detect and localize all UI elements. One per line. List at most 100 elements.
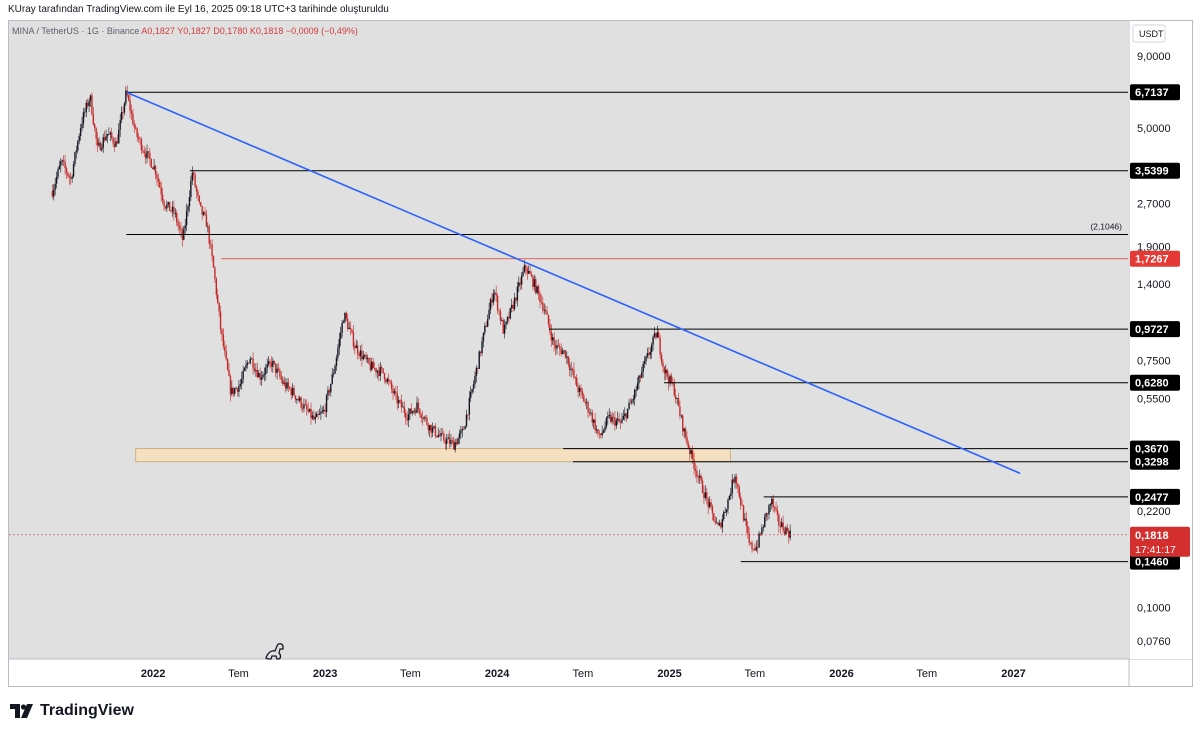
symbol-legend: MINA / TetherUS · 1G · Binance A0,1827 Y…	[12, 26, 358, 36]
candle-body	[403, 406, 406, 414]
candle-body	[567, 356, 569, 365]
symbol-info[interactable]: MINA / TetherUS · 1G · Binance	[12, 26, 140, 36]
candle-body	[177, 222, 179, 226]
candle-body	[72, 163, 75, 177]
support-zone[interactable]	[135, 448, 731, 463]
candle-body	[118, 129, 120, 144]
time-axis-bg[interactable]	[9, 660, 1128, 685]
level-price-label: 0,6280	[1135, 378, 1169, 390]
candle-body	[577, 386, 579, 393]
currency-label[interactable]: USDT	[1139, 29, 1164, 39]
candle-body	[385, 379, 387, 383]
candle-body	[526, 268, 528, 274]
candle-body	[397, 400, 400, 404]
candle-body	[676, 398, 678, 399]
candle-body	[642, 363, 644, 372]
candle-body	[621, 419, 623, 423]
candle-body	[769, 504, 772, 506]
candle-body	[253, 368, 256, 371]
descending-trendline[interactable]	[126, 91, 1021, 475]
candle-body	[489, 299, 492, 310]
candle-body	[598, 433, 601, 435]
candle-body	[580, 387, 582, 392]
plot-area[interactable]	[9, 21, 1128, 659]
candle-body	[331, 374, 333, 384]
candle-body	[706, 492, 708, 499]
candle-body	[481, 341, 483, 354]
candle-body	[568, 364, 571, 371]
candle-body	[304, 404, 307, 406]
candle-body	[176, 213, 178, 223]
candle-body	[535, 279, 537, 294]
candle-body	[156, 174, 158, 179]
candle-body	[703, 493, 705, 498]
candle-body	[396, 392, 398, 404]
candle-body	[494, 292, 496, 294]
candle-body	[520, 275, 523, 285]
candle-body	[498, 310, 500, 312]
candle-body	[696, 470, 698, 477]
candle-body	[530, 274, 533, 277]
candle-body	[721, 519, 724, 528]
candle-body	[652, 336, 654, 345]
candle-body	[256, 369, 259, 378]
y-tick-label: 5,0000	[1137, 123, 1171, 135]
candle-body	[324, 409, 326, 413]
candle-body	[140, 139, 143, 151]
candle-body	[776, 510, 779, 515]
candle-body	[355, 345, 357, 349]
candle-body	[479, 351, 482, 354]
candle-body	[127, 95, 130, 101]
candle-body	[222, 334, 225, 347]
candle-body	[550, 331, 553, 341]
candle-body	[171, 206, 174, 212]
candle-body	[297, 398, 299, 401]
candle-body	[201, 205, 203, 215]
candle-body	[392, 388, 394, 394]
candle-body	[717, 522, 719, 526]
candle-body	[601, 432, 603, 436]
candle-body	[607, 416, 609, 418]
candle-body	[423, 417, 425, 419]
brand-logo[interactable]: TradingView	[10, 702, 134, 720]
candle-body	[583, 395, 585, 402]
candle-body	[587, 402, 589, 413]
candle-body	[204, 212, 206, 215]
candle-body	[626, 408, 629, 419]
candle-body	[197, 191, 199, 196]
candle-body	[147, 151, 150, 153]
candle-body	[75, 150, 78, 152]
candle-body	[255, 369, 257, 371]
candle-body	[318, 413, 321, 415]
candle-body	[462, 429, 465, 430]
candle-body	[597, 429, 599, 434]
y-tick-label: 2,7000	[1137, 198, 1171, 210]
candle-body	[375, 368, 377, 373]
candle-body	[352, 332, 355, 347]
candle-body	[778, 514, 780, 526]
candle-body	[369, 363, 372, 370]
candle-body	[515, 297, 517, 301]
candle-body	[55, 176, 58, 184]
candle-body	[149, 152, 151, 160]
level-price-label: 3,5399	[1135, 166, 1169, 178]
candle-body	[310, 408, 312, 419]
candle-body	[471, 389, 473, 392]
candle-body	[690, 450, 692, 455]
candle-body	[174, 213, 177, 214]
candle-body	[354, 346, 356, 349]
candle-body	[608, 414, 610, 417]
candle-body	[235, 388, 237, 390]
candle-body	[154, 165, 157, 175]
candle-body	[437, 434, 439, 437]
candle-body	[330, 383, 332, 393]
candle-body	[783, 530, 786, 535]
candle-body	[646, 353, 649, 357]
candle-body	[105, 136, 107, 141]
candle-body	[296, 398, 298, 400]
candle-body	[152, 167, 154, 170]
candle-body	[474, 376, 476, 385]
candle-body	[64, 161, 66, 169]
candle-body	[239, 384, 242, 386]
